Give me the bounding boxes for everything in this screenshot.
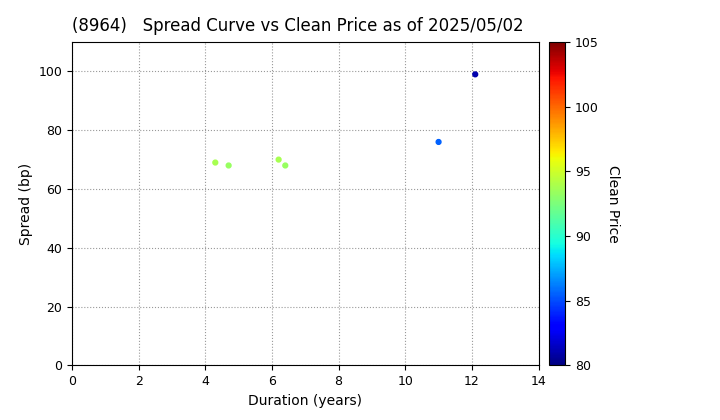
Point bbox=[279, 162, 291, 169]
Point bbox=[433, 139, 444, 145]
Y-axis label: Clean Price: Clean Price bbox=[606, 165, 619, 243]
Point bbox=[273, 156, 284, 163]
Point bbox=[210, 159, 221, 166]
X-axis label: Duration (years): Duration (years) bbox=[248, 394, 362, 408]
Y-axis label: Spread (bp): Spread (bp) bbox=[19, 163, 33, 245]
Point bbox=[223, 162, 235, 169]
Point bbox=[469, 71, 481, 78]
Text: (8964)   Spread Curve vs Clean Price as of 2025/05/02: (8964) Spread Curve vs Clean Price as of… bbox=[72, 17, 523, 35]
